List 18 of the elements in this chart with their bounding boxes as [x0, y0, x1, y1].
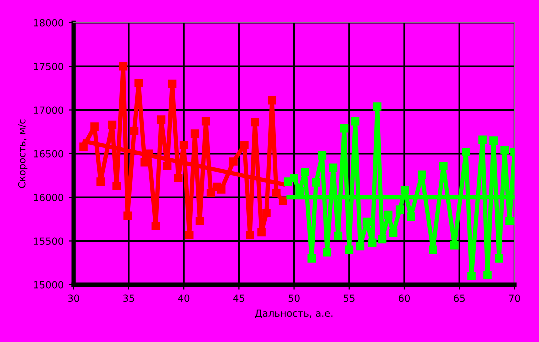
- y-tick-label: 16500: [34, 150, 64, 158]
- x-tick-label: 55: [344, 294, 355, 302]
- x-tick-label: 65: [454, 294, 465, 302]
- x-tick-label: 35: [124, 294, 134, 302]
- y-tick-label: 16000: [34, 194, 64, 202]
- y-tick-label: 17000: [34, 106, 64, 114]
- x-tick-label: 40: [178, 294, 190, 302]
- x-tick-label: 60: [399, 294, 410, 302]
- x-tick-label: 50: [288, 294, 300, 302]
- y-tick-label: 18000: [34, 19, 64, 27]
- y-axis-title: Скорость, м/с: [18, 120, 28, 188]
- x-tick-label: 45: [233, 294, 245, 302]
- y-tick-label: 17500: [34, 63, 64, 70]
- x-axis-title: Дальность, а.е.: [255, 310, 333, 318]
- x-tick-label: 70: [509, 294, 520, 302]
- x-tick-label: 30: [68, 294, 80, 302]
- y-tick-label: 15500: [34, 238, 64, 246]
- y-tick-label: 15000: [34, 281, 64, 289]
